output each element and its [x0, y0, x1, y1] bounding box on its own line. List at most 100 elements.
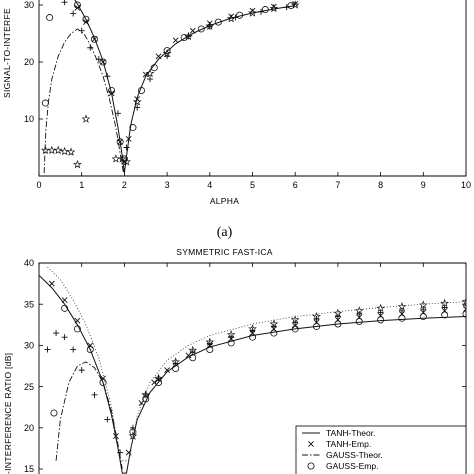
- bottom-series-4-point: [441, 311, 449, 319]
- bottom-extra-series-1-point: [104, 416, 111, 423]
- legend-items: TANH-Theor.TANH-Emp.GAUSS-Theor.GAUSS-Em…: [302, 428, 383, 471]
- top-series-5-point: [137, 87, 145, 95]
- legend-swatch: [308, 441, 314, 447]
- legend-entry: GAUSS-Theor.: [302, 450, 383, 460]
- top-series-3-point: [228, 13, 235, 20]
- top-series-5-point: [261, 6, 269, 14]
- top-x-tick-label: 10: [461, 180, 471, 190]
- bottom-extra-series-1-point: [398, 307, 405, 314]
- bottom-extra-series-2-point: [376, 303, 385, 313]
- bottom-extra-series-2-point: [128, 431, 138, 440]
- top-series-2-line: [43, 28, 124, 174]
- top-series-5-point: [99, 58, 107, 66]
- top-series-5-point: [116, 138, 124, 146]
- top-series-5-point: [214, 18, 222, 26]
- top-series-6-point: [290, 0, 300, 9]
- top-series-3-point: [172, 37, 179, 44]
- top-series-6-point: [81, 114, 91, 123]
- bottom-series-4-point: [313, 322, 321, 330]
- top-series-5-point: [180, 33, 188, 41]
- top-x-tick-label: 6: [293, 180, 298, 190]
- top-x-tick-label: 0: [36, 180, 41, 190]
- bottom-extra-series-2-point: [141, 390, 151, 399]
- top-y-tick-label: 30: [24, 0, 34, 10]
- bottom-y-tick-label: 30: [24, 341, 34, 351]
- legend-swatch: [307, 462, 315, 470]
- legend-entry: GAUSS-Emp.: [307, 461, 378, 471]
- bottom-extra-series-1-point: [377, 309, 384, 316]
- bottom-series-4-point: [227, 339, 235, 347]
- top-y-tick-label: 20: [24, 57, 34, 67]
- bottom-y-tick-label: 35: [24, 299, 34, 309]
- top-series-3-point: [117, 138, 124, 145]
- bottom-extra-series-2-point: [226, 330, 236, 339]
- top-series-3-point: [100, 59, 106, 65]
- top-plot-axes: 0 1 2 3 4 5 6 7 8 9 10 10 20 30: [24, 0, 471, 190]
- top-series-5-point: [41, 99, 49, 107]
- bottom-y-axis-label: -INTERFERENCE RATIO [dB]: [3, 353, 13, 474]
- bottom-series-4-point: [398, 314, 406, 322]
- legend-entry: TANH-Emp.: [308, 439, 371, 449]
- bottom-extra-series-1-point: [44, 346, 51, 353]
- top-series-3-point: [155, 53, 162, 60]
- top-series-3-point: [91, 36, 98, 43]
- bottom-extra-series-2-point: [312, 311, 321, 321]
- top-series-2: [43, 28, 124, 174]
- top-series-6: [41, 0, 300, 169]
- top-series-5-point: [163, 47, 171, 55]
- bottom-series-2-point: [61, 297, 68, 303]
- top-series-3-point: [249, 7, 256, 14]
- top-series-5-point: [150, 64, 158, 72]
- legend-label: TANH-Theor.: [326, 428, 375, 438]
- top-series-5-point: [108, 87, 116, 95]
- bottom-extra-series-2-point: [171, 357, 181, 366]
- bottom-extra-series-2-point: [188, 345, 198, 355]
- bottom-series-4-point: [419, 313, 427, 321]
- bottom-plot-axes: 15 20 25 30 35 40: [24, 258, 467, 474]
- top-subcaption: (a): [217, 225, 233, 240]
- bottom-series-4-point: [355, 318, 363, 326]
- top-series-4-point: [206, 23, 213, 30]
- top-series-6-point: [132, 97, 142, 106]
- top-series-3: [74, 0, 299, 165]
- bottom-y-tick-label: 15: [24, 464, 34, 474]
- top-series-4-point: [114, 110, 121, 117]
- bottom-y-tick-label: 40: [24, 258, 34, 268]
- top-series-4-point: [283, 4, 290, 11]
- bottom-extra-series-2-point: [333, 308, 343, 317]
- bottom-series-4-point: [50, 409, 58, 417]
- top-series-6-point: [145, 68, 155, 78]
- bottom-extra-series-1-point: [78, 367, 85, 374]
- top-y-axis-label: SIGNAL-TO-INTERFE: [2, 8, 12, 98]
- top-x-tick-label: 9: [421, 180, 426, 190]
- legend: TANH-Theor.TANH-Emp.GAUSS-Theor.GAUSS-Em…: [295, 425, 467, 474]
- bottom-y-tick-label: 20: [24, 423, 34, 433]
- bottom-extra-series-2-point: [397, 302, 407, 311]
- bottom-series-3-line: [55, 361, 123, 470]
- top-series-4-point: [147, 76, 154, 83]
- bottom-extra-series-3-line: [47, 266, 466, 462]
- legend-label: TANH-Emp.: [326, 439, 371, 449]
- bottom-extra-series-1-point: [70, 346, 77, 353]
- top-x-tick-label: 3: [165, 180, 170, 190]
- bottom-series-4-point: [99, 378, 107, 386]
- bottom-extra-series-1-point: [463, 302, 466, 309]
- bottom-plot-series: [39, 266, 466, 474]
- top-x-tick-label: 2: [122, 180, 127, 190]
- top-series-5-point: [236, 11, 244, 19]
- top-series-3-point: [189, 27, 196, 34]
- bottom-extra-series-1-point: [117, 449, 124, 456]
- top-series-6-point: [162, 48, 172, 58]
- bottom-extra-series-3: [47, 266, 466, 462]
- bottom-extra-series-1-point: [91, 391, 98, 398]
- bottom-extra-series-2-point: [205, 337, 215, 346]
- bottom-series-2-point: [48, 280, 55, 287]
- bottom-chart-title: SYMMETRIC FAST-ICA: [176, 247, 273, 257]
- bottom-series-4: [50, 304, 466, 436]
- legend-label: GAUSS-Emp.: [326, 461, 378, 471]
- bottom-extra-series-1-point: [420, 306, 427, 313]
- top-series-5-point: [73, 1, 81, 9]
- top-series-1-line: [74, 0, 296, 174]
- bottom-series-4-point: [61, 304, 69, 312]
